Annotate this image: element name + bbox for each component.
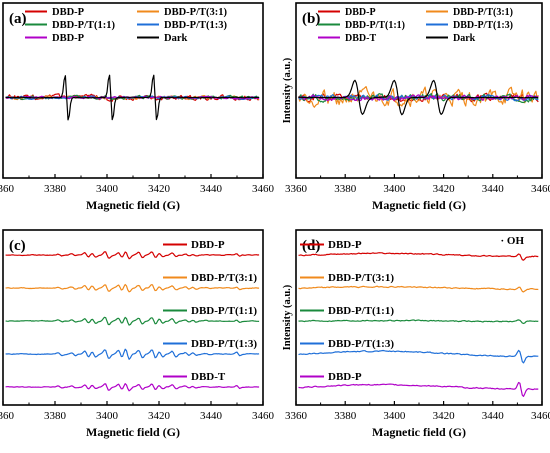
series-line bbox=[5, 283, 260, 293]
series-line bbox=[297, 86, 539, 108]
legend-label: DBD-P/T(1:1) bbox=[191, 305, 257, 317]
radical-annotation: · OH bbox=[500, 235, 524, 247]
series-line bbox=[298, 319, 539, 325]
x-tick-label: 3380 bbox=[334, 183, 357, 195]
series-line bbox=[5, 251, 260, 260]
legend-label: DBD-P/T(3:1) bbox=[164, 7, 227, 18]
y-axis-label: Intensity (a.u.) bbox=[282, 284, 293, 350]
legend-label: DBD-P/T(1:3) bbox=[328, 338, 394, 350]
series-line bbox=[298, 79, 539, 116]
y-axis-label: Intensity (a.u.) bbox=[282, 57, 293, 123]
panel-a: 3360 3380 3400 3420 3440 3460 Magnetic field (… bbox=[0, 2, 275, 212]
series-line bbox=[298, 252, 539, 261]
series-line bbox=[298, 285, 539, 293]
series-line bbox=[298, 349, 539, 364]
x-tick-label: 3440 bbox=[482, 183, 505, 195]
legend-label: DBD-P/T(1:1) bbox=[345, 20, 405, 31]
x-tick-label: 3440 bbox=[200, 410, 223, 422]
x-tick-label: 3460 bbox=[531, 183, 550, 195]
x-tick-label: 3440 bbox=[200, 183, 223, 195]
series-line bbox=[5, 383, 260, 392]
legend-label: DBD-P/T(3:1) bbox=[328, 272, 394, 284]
x-tick-label: 3380 bbox=[334, 410, 357, 422]
x-tick-label: 3360 bbox=[0, 183, 15, 195]
legend-label: DBD-P/T(1:3) bbox=[191, 338, 257, 350]
legend-label: Dark bbox=[164, 33, 187, 44]
legend-label: DBD-P bbox=[52, 7, 85, 18]
legend-label: DBD-T bbox=[345, 33, 376, 44]
legend-label: DBD-P/T(1:1) bbox=[52, 20, 115, 31]
legend-label: DBD-P bbox=[191, 239, 225, 251]
panel-c: 3360 3380 3400 3420 3440 3460 Magnetic field (… bbox=[0, 229, 275, 439]
panel-b: 3360 3380 3400 3420 3440 3460 Magnetic field (… bbox=[282, 2, 550, 212]
legend-label: DBD-P/T(1:3) bbox=[453, 20, 513, 31]
panel-label: (b) bbox=[302, 11, 320, 27]
x-tick-label: 3460 bbox=[531, 410, 550, 422]
x-tick-label: 3460 bbox=[252, 410, 275, 422]
x-tick-label: 3380 bbox=[44, 183, 67, 195]
panel-d: 3360 3380 3400 3420 3440 3460 Magnetic field (… bbox=[282, 229, 550, 439]
x-tick-label: 3380 bbox=[44, 410, 67, 422]
panel-label: (c) bbox=[9, 238, 26, 254]
x-tick-label: 3400 bbox=[383, 410, 406, 422]
x-tick-label: 3420 bbox=[148, 183, 171, 195]
x-axis-label: Magnetic field (G) bbox=[86, 425, 180, 439]
x-tick-label: 3460 bbox=[252, 183, 275, 195]
x-tick-label: 3360 bbox=[285, 410, 308, 422]
legend-label: DBD-P/T(1:3) bbox=[164, 20, 227, 31]
panel-label: (d) bbox=[302, 238, 320, 254]
legend-label: Dark bbox=[453, 33, 476, 44]
x-tick-label: 3420 bbox=[433, 183, 456, 195]
x-tick-label: 3420 bbox=[433, 410, 456, 422]
series-line bbox=[5, 316, 260, 326]
legend-label: DBD-P/T(3:1) bbox=[453, 7, 513, 18]
x-tick-label: 3420 bbox=[148, 410, 171, 422]
x-axis-label: Magnetic field (G) bbox=[372, 425, 466, 439]
legend-label: DBD-P/T(3:1) bbox=[191, 272, 257, 284]
legend-label: DBD-P bbox=[52, 33, 85, 44]
legend-label: DBD-P bbox=[328, 371, 362, 383]
x-tick-label: 3400 bbox=[96, 410, 119, 422]
x-tick-label: 3440 bbox=[482, 410, 505, 422]
x-tick-label: 3360 bbox=[0, 410, 15, 422]
x-axis-label: Magnetic field (G) bbox=[372, 198, 466, 212]
legend-label: DBD-T bbox=[191, 371, 226, 383]
series-line bbox=[5, 348, 260, 360]
x-axis-label: Magnetic field (G) bbox=[86, 198, 180, 212]
x-tick-label: 3360 bbox=[285, 183, 308, 195]
series-line bbox=[298, 381, 539, 397]
legend-label: DBD-P/T(1:1) bbox=[328, 305, 394, 317]
panel-label: (a) bbox=[9, 11, 27, 27]
series-line bbox=[5, 74, 260, 121]
legend-label: DBD-P bbox=[345, 7, 376, 18]
x-tick-label: 3400 bbox=[383, 183, 406, 195]
x-tick-label: 3400 bbox=[96, 183, 119, 195]
legend-label: DBD-P bbox=[328, 239, 362, 251]
